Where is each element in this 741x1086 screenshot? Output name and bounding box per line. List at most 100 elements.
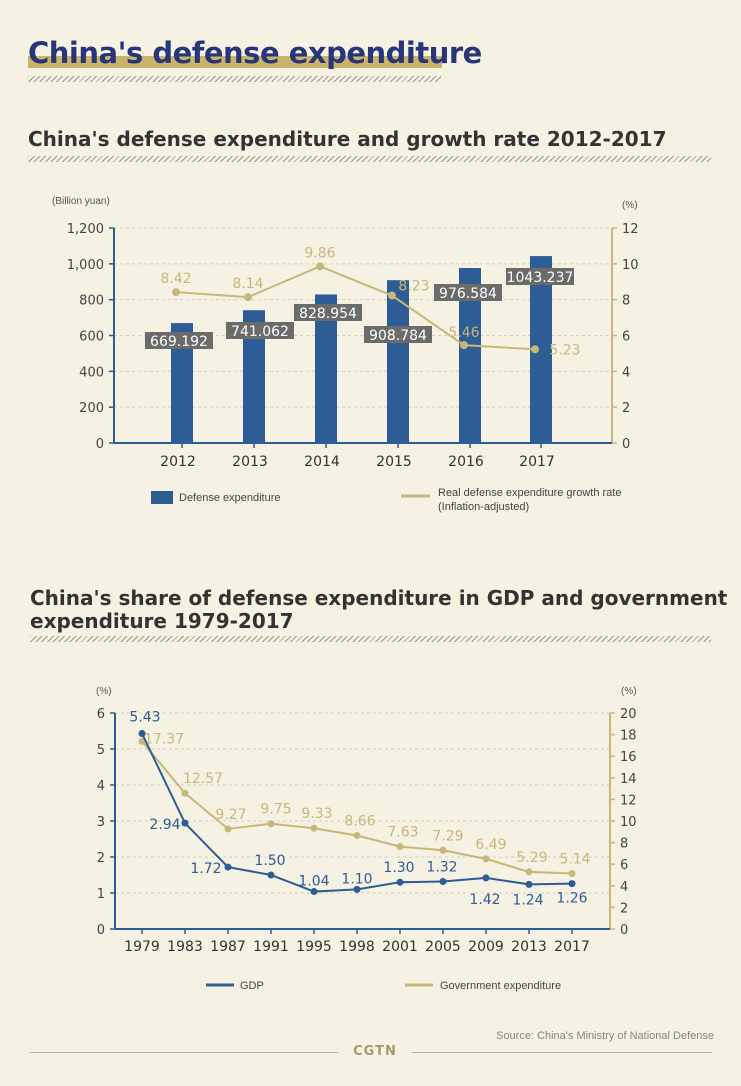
chart1-growth-label: 8.42 — [160, 271, 191, 287]
chart1-growth-label: 9.86 — [304, 245, 335, 261]
chart1-left-tick-label: 400 — [79, 365, 104, 380]
chart2-gdp-label: 1.26 — [556, 891, 587, 907]
chart2-gov-label: 17.37 — [144, 731, 184, 747]
chart1-x-tick-label: 2013 — [232, 454, 268, 470]
chart1-right-tick-label: 12 — [622, 222, 639, 237]
chart2-gov-point — [138, 737, 146, 745]
chart2-x-tick-label: 2009 — [468, 939, 504, 955]
chart2-left-unit: (%) — [96, 686, 112, 697]
chart1-bar-label-box — [506, 268, 574, 285]
chart2-right-tick-label: 16 — [620, 750, 637, 765]
chart1-bar — [387, 280, 409, 443]
chart1-left-tick-label: 1,000 — [67, 258, 104, 273]
chart2-left-tick-label: 6 — [97, 707, 105, 722]
chart2-gdp-label: 1.30 — [383, 860, 414, 876]
chart1-bar-value-label: 828.954 — [299, 306, 357, 322]
chart2-left-tick-label: 5 — [97, 743, 105, 758]
chart2-right-tick-label: 10 — [620, 815, 637, 830]
chart2-gov-point — [310, 824, 318, 832]
chart2-left-tick-label: 3 — [97, 815, 105, 830]
chart2-x-tick-label: 1987 — [210, 939, 246, 955]
chart2-gdp-point — [310, 888, 318, 896]
chart2-gov-label: 5.29 — [516, 850, 547, 866]
chart2-right-tick-label: 14 — [620, 772, 637, 787]
chart1-legend-line-note: (Inflation-adjusted) — [438, 501, 529, 513]
chart2-right-tick-label: 4 — [620, 880, 628, 895]
chart1-right-unit: (%) — [622, 200, 638, 211]
chart2-legend-gov-label: Government expenditure — [440, 980, 561, 992]
chart2-right-tick-label: 8 — [620, 837, 628, 852]
chart2-gov-label: 9.27 — [215, 807, 246, 823]
chart1-growth-point — [531, 345, 539, 354]
chart2-x-tick-label: 1979 — [124, 939, 160, 955]
chart1-growth-point — [316, 262, 324, 271]
chart2-gov-point — [224, 825, 232, 833]
chart1-right-tick-label: 8 — [622, 294, 630, 309]
chart1-bar-label-box — [145, 332, 213, 349]
chart2-gdp-point — [224, 863, 232, 871]
chart1-bar-value-label: 669.192 — [150, 334, 208, 350]
chart1-left-tick-label: 200 — [79, 401, 104, 416]
chart1-bar-label-box — [294, 304, 362, 321]
chart1-bar — [530, 256, 552, 443]
chart2-x-tick-label: 1998 — [339, 939, 375, 955]
chart2-x-tick-label: 2017 — [554, 939, 590, 955]
page-title: China's defense expenditure — [28, 36, 482, 70]
chart1-bar-value-label: 1043.237 — [507, 270, 574, 286]
chart2-gov-point — [568, 869, 576, 877]
chart2-gdp-label: 1.42 — [469, 892, 500, 908]
chart1-bar — [243, 310, 265, 443]
chart1-x-tick-label: 2017 — [519, 454, 555, 470]
chart2-left-tick-label: 0 — [97, 923, 105, 938]
chart2-gdp-point — [181, 819, 189, 827]
chart1-growth-point — [172, 288, 180, 297]
chart2-x-tick-label: 1995 — [296, 939, 332, 955]
chart2-gov-point — [396, 843, 404, 851]
chart1-growth-label: 8.14 — [232, 276, 263, 292]
chart2-gdp-point — [525, 880, 533, 888]
chart2-gdp-label: 1.24 — [512, 892, 543, 908]
chart2-gov-label: 5.14 — [559, 851, 590, 867]
chart2-gov-label: 9.33 — [301, 806, 332, 822]
chart1-x-tick-label: 2014 — [304, 454, 340, 470]
chart2-gdp-label: 2.94 — [149, 817, 180, 833]
chart1-growth-label: 5.46 — [448, 325, 479, 341]
chart2-gov-point — [482, 855, 490, 863]
chart2-gdp-label: 1.10 — [341, 871, 372, 887]
chart1-left-tick-label: 1,200 — [67, 222, 104, 237]
title-hatch-divider — [28, 76, 441, 82]
chart2-gov-label: 6.49 — [475, 837, 506, 853]
chart1-bar-label-box — [364, 326, 432, 343]
chart1-left-tick-label: 600 — [79, 330, 104, 345]
chart2-gov-line — [141, 740, 573, 875]
chart2-gdp-point — [439, 877, 447, 885]
chart2-x-tick-label: 1983 — [167, 939, 203, 955]
source-note: Source: China's Ministry of National Def… — [496, 1030, 714, 1042]
chart2-gdp-label: 1.72 — [190, 861, 221, 877]
chart2-gdp-point — [138, 730, 146, 738]
chart2-x-tick-label: 2001 — [382, 939, 418, 955]
chart2-x-tick-label: 2013 — [511, 939, 547, 955]
chart2-legend-gdp-label: GDP — [240, 980, 264, 992]
chart1-growth-line — [175, 265, 536, 351]
chart2-right-tick-label: 20 — [620, 707, 637, 722]
chart2-right-tick-label: 2 — [620, 901, 628, 916]
chart1-bar-value-label: 976.584 — [439, 286, 497, 302]
chart2-hatch-divider — [30, 636, 711, 642]
chart2-left-tick-label: 4 — [97, 779, 105, 794]
chart1-bar-value-label: 908.784 — [369, 328, 427, 344]
chart2-gov-label: 9.75 — [260, 802, 291, 818]
chart1-hatch-divider — [28, 156, 711, 162]
chart2-gdp-point — [568, 880, 576, 888]
chart1-right-tick-label: 2 — [622, 401, 630, 416]
chart1-left-tick-label: 800 — [79, 294, 104, 309]
chart2-gdp-label: 1.04 — [298, 874, 329, 890]
chart2-gdp-label: 1.32 — [426, 859, 457, 875]
chart2-gdp-point — [482, 874, 490, 882]
chart1-x-tick-label: 2015 — [376, 454, 412, 470]
chart1-right-tick-label: 0 — [622, 437, 630, 452]
chart2-left-tick-label: 1 — [97, 887, 105, 902]
chart2-right-tick-label: 18 — [620, 729, 637, 744]
chart2-x-tick-label: 1991 — [253, 939, 289, 955]
chart1-growth-point — [460, 341, 468, 350]
